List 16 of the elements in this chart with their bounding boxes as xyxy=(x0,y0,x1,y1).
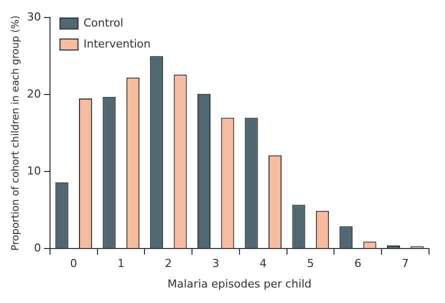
x-tick-label: 1 xyxy=(118,257,125,270)
x-tick-label: 3 xyxy=(212,257,220,270)
legend-label: Control xyxy=(83,16,124,30)
x-tick-label: 7 xyxy=(402,257,409,270)
legend-label: Intervention xyxy=(83,37,151,50)
x-tick-label: 6 xyxy=(354,257,362,270)
y-tick-label: 20 xyxy=(26,87,41,100)
y-tick-label: 0 xyxy=(34,241,41,254)
x-tick-label: 5 xyxy=(307,257,314,270)
y-axis-title: Proportion of cohort children in each group (%) xyxy=(10,15,22,251)
y-tick-label: 10 xyxy=(26,164,41,178)
x-axis-title: Malaria episodes per child xyxy=(168,277,312,290)
x-tick-label: 0 xyxy=(70,257,78,270)
x-tick-label: 4 xyxy=(260,257,267,270)
x-tick-label: 2 xyxy=(164,257,172,270)
y-tick-label: 30 xyxy=(26,10,41,24)
